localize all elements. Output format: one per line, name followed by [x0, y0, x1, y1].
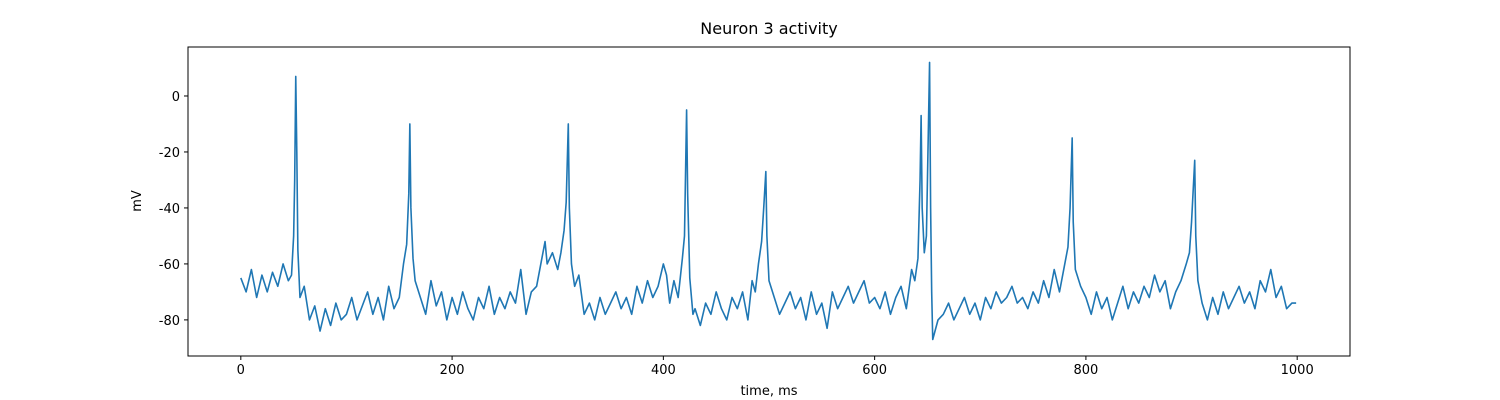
y-tick-label: 0 [172, 90, 180, 105]
y-tick-label: -80 [159, 314, 180, 329]
y-tick-label: -20 [159, 146, 180, 161]
plot-area [240, 61, 1297, 341]
x-tick-label: 1000 [1281, 363, 1314, 378]
x-tick-label: 800 [1073, 363, 1098, 378]
x-tick-label: 0 [237, 363, 245, 378]
y-axis-label: mV [130, 190, 145, 212]
y-tick-label: -60 [159, 258, 180, 273]
chart-title: Neuron 3 activity [700, 19, 837, 38]
x-tick-label: 400 [651, 363, 676, 378]
y-tick-label: -40 [159, 202, 180, 217]
x-axis-label: time, ms [740, 384, 797, 399]
data-line [240, 61, 1297, 341]
x-tick-label: 200 [440, 363, 465, 378]
axes-frame [187, 46, 1351, 357]
x-tick-label: 600 [862, 363, 887, 378]
